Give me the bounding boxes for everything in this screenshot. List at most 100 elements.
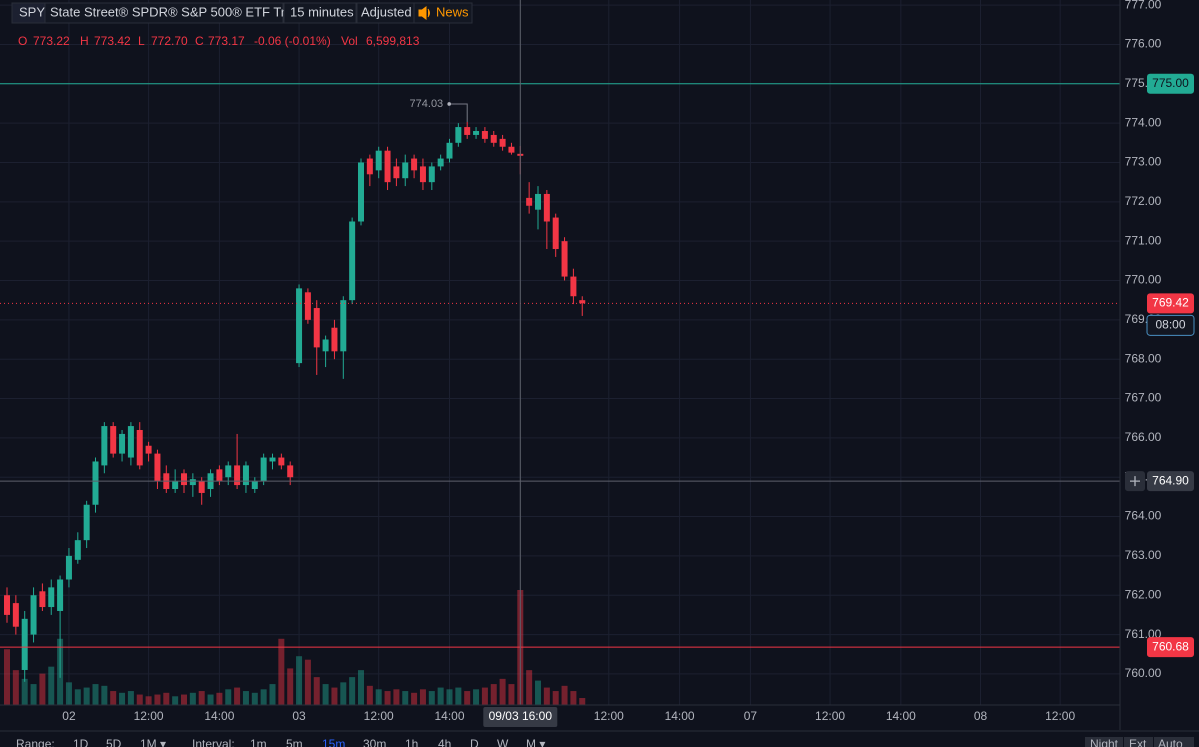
interval-button[interactable]: 4h [438, 737, 451, 747]
volume-bar [172, 696, 179, 705]
price-label: 769.42 [1152, 295, 1189, 309]
interval-button[interactable]: 15m [322, 737, 345, 747]
countdown: 08:00 [1155, 317, 1185, 331]
candle-body [83, 504, 90, 541]
volume-bar [464, 691, 471, 705]
legend-value: 6,599,813 [366, 34, 420, 48]
interval-button[interactable]: M ▾ [526, 737, 545, 747]
volume-bar [189, 692, 196, 705]
volume-bar [375, 689, 382, 705]
legend-change: -0.06 (-0.01%) [254, 34, 331, 48]
interval-button[interactable]: W [497, 737, 509, 747]
interval-box[interactable] [283, 2, 357, 24]
candle-body [92, 461, 99, 505]
y-tick-label: 766.00 [1125, 430, 1162, 444]
volume-bar [4, 649, 10, 705]
volume-bar [579, 698, 586, 705]
volume-bar [269, 684, 276, 705]
candle-body [296, 288, 303, 364]
toggle[interactable]: Ext [1129, 737, 1147, 747]
interval-button[interactable]: 30m [363, 737, 386, 747]
candle-body [526, 197, 533, 206]
candle-body [366, 158, 373, 175]
y-tick-label: 772.00 [1125, 194, 1162, 208]
x-tick-label: 12:00 [1045, 709, 1075, 723]
candle-body [561, 241, 568, 277]
crosshair-time-box [483, 707, 558, 727]
x-tick-label: 12:00 [594, 709, 624, 723]
candle-body [145, 445, 152, 454]
interval-button[interactable]: 5m [286, 737, 303, 747]
interval-button[interactable]: 1h [405, 737, 418, 747]
volume-bar [366, 685, 373, 705]
candle-body [287, 465, 294, 478]
range-button[interactable]: 1D [73, 737, 89, 747]
volume-bar [12, 670, 19, 705]
volume-bar [561, 685, 568, 705]
x-tick-label: 12:00 [815, 709, 845, 723]
volume-bar [260, 689, 267, 705]
volume-bar [331, 687, 338, 705]
adjustment: Adjusted [361, 4, 412, 19]
candle-body [4, 595, 10, 615]
legend-label: O [18, 34, 27, 48]
toggle-box[interactable] [1085, 737, 1123, 747]
legend-label: C [195, 34, 204, 48]
interval-button[interactable]: D [470, 737, 479, 747]
candle-body [358, 162, 364, 222]
high-marker-dot [447, 102, 452, 106]
news-box[interactable] [413, 2, 473, 24]
price-label: 760.68 [1152, 639, 1189, 653]
toggle[interactable]: Night [1090, 737, 1119, 747]
volume-bar [570, 691, 577, 705]
candle-body [481, 131, 488, 139]
symbol: SPY [19, 4, 45, 19]
candle-body [12, 603, 19, 627]
legend-value: 773.17 [208, 34, 245, 48]
volume-bar [304, 659, 311, 705]
candle-body [21, 618, 28, 670]
y-tick-label: 767.00 [1125, 391, 1162, 405]
volume-bar [119, 692, 126, 705]
candle-body [119, 433, 126, 454]
interval-button[interactable]: 1m [250, 737, 267, 747]
range-button[interactable]: 5D [106, 737, 122, 747]
candle-body [313, 308, 320, 348]
high-marker-label: 774.03 [410, 98, 444, 110]
y-tick-label: 768.00 [1125, 351, 1162, 365]
volume-bar [473, 689, 480, 705]
volume-bar [278, 638, 285, 705]
candle-body [446, 142, 453, 159]
volume-bar [340, 682, 347, 705]
volume-bar [136, 694, 143, 705]
volume-bar [499, 678, 506, 705]
candle-body [428, 166, 435, 183]
x-tick-label: 14:00 [434, 709, 464, 723]
toggle-box[interactable] [1124, 737, 1153, 747]
news: News [436, 4, 469, 19]
toggle[interactable]: Auto [1158, 737, 1183, 747]
candle-body [579, 300, 586, 304]
volume-bar [207, 694, 214, 705]
toggle-box[interactable] [1154, 737, 1194, 747]
volume-bar [384, 691, 391, 705]
range-button[interactable]: 1M ▾ [140, 737, 166, 747]
volume-bar [508, 684, 515, 705]
title: State Street® SPDR® S&P 500® ETF Trust [50, 4, 303, 19]
candle-body [349, 221, 356, 301]
candle-body [473, 131, 480, 135]
y-tick-label: 763.00 [1125, 548, 1162, 562]
volume-bar [154, 694, 161, 705]
candle-body [136, 430, 143, 466]
volume-bar [234, 687, 241, 705]
volume-bar [127, 691, 134, 705]
candle-body [216, 469, 223, 482]
crosshair-price-box [1147, 471, 1194, 492]
candle-body [269, 457, 276, 462]
candle-body [419, 166, 426, 183]
y-tick-label: 776.00 [1125, 37, 1162, 51]
legend-value: 773.22 [33, 34, 70, 48]
overlay-layer: 774.03 [0, 0, 1120, 705]
candle-body [411, 158, 418, 171]
